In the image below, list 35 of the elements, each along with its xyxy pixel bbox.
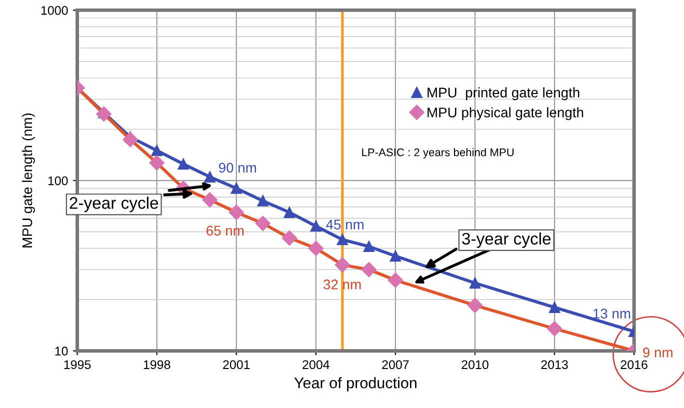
point	[310, 220, 322, 232]
point	[151, 144, 162, 156]
x-tick-label: 2016	[620, 360, 648, 370]
x-tick-label: 2007	[382, 360, 409, 370]
y-tick-label: 100	[48, 176, 68, 186]
legend-label: MPU physical gate length	[428, 107, 584, 120]
point	[363, 240, 374, 252]
point	[204, 171, 216, 182]
x-tick-label: 1995	[64, 360, 91, 370]
annotation: 2-year cycle	[70, 196, 158, 212]
point	[469, 278, 481, 289]
legend-label: MPU printed gate length	[428, 87, 580, 100]
x-tick-label: 2004	[302, 360, 330, 370]
x-tick-label: 2001	[223, 360, 250, 370]
x-tick-label: 2010	[462, 360, 488, 370]
annotation: 45 nm	[326, 220, 364, 230]
annotation: 13 nm	[593, 308, 630, 319]
point	[284, 206, 295, 218]
y-axis-title: MPU gate length (nm)	[22, 113, 35, 248]
annotation: 90 nm	[218, 162, 256, 173]
point	[390, 250, 402, 262]
annotation: 3-year cycle	[462, 232, 551, 248]
point	[257, 195, 268, 206]
point	[336, 234, 348, 246]
annotation: LP-ASIC : 2 years behind MPU	[362, 148, 514, 158]
point	[230, 182, 242, 194]
annotation: 9 nm	[643, 348, 672, 358]
x-tick-label: 2013	[541, 360, 568, 370]
annotation: 65 nm	[206, 226, 244, 236]
point	[548, 302, 560, 313]
x-axis-title: Year of production	[294, 377, 416, 392]
y-tick-label: 10	[55, 346, 68, 356]
y-tick-label: 1000	[41, 6, 68, 15]
point	[178, 158, 189, 170]
x-tick-label: 1998	[144, 360, 170, 370]
